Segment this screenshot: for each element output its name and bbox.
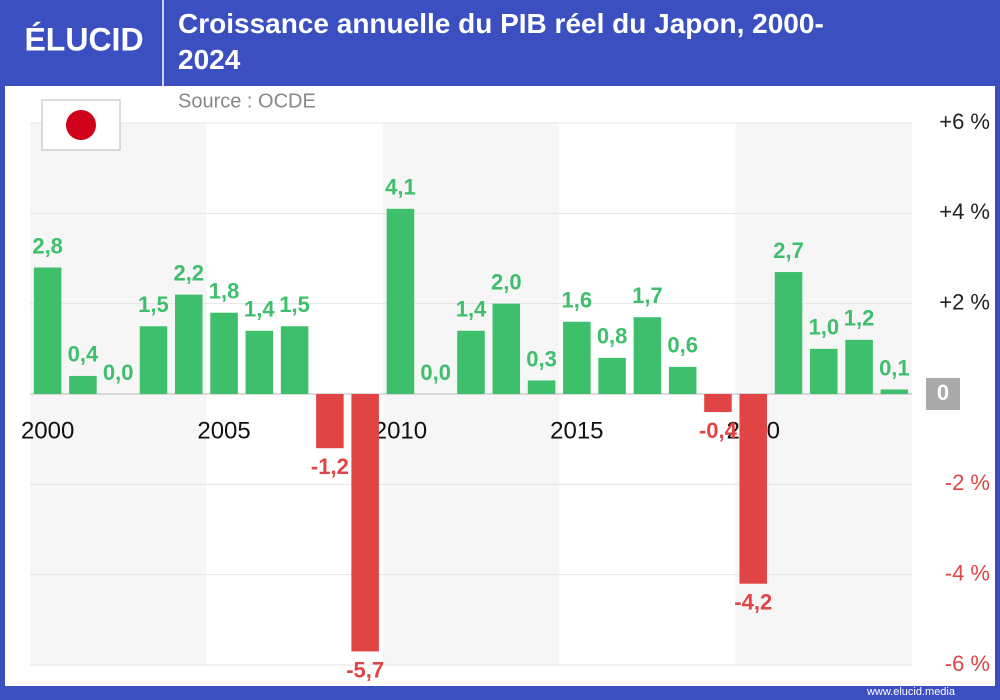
zero-box [926, 378, 960, 410]
header-band [0, 0, 1000, 86]
y-tick-label: 0 [937, 380, 949, 405]
x-tick-label: 2000 [21, 417, 74, 444]
value-label: 1,0 [809, 315, 840, 340]
y-tick-label: -2 % [945, 470, 990, 495]
logo: ÉLUCID [24, 21, 143, 57]
value-label: -0,4 [699, 418, 738, 443]
bar [69, 375, 97, 394]
bar [774, 272, 803, 394]
y-tick-label: -6 % [945, 651, 990, 676]
bar [139, 326, 168, 394]
value-label: -5,7 [346, 657, 384, 682]
x-tick-label: 2005 [197, 417, 250, 444]
bar [280, 326, 309, 394]
bar [810, 348, 838, 394]
x-tick-label: 2010 [374, 417, 427, 444]
value-label: 1,2 [844, 306, 875, 331]
y-tick-label: +2 % [939, 289, 990, 314]
value-label: 0,3 [526, 346, 557, 371]
value-label: -4,2 [734, 590, 772, 615]
bar [704, 394, 732, 413]
value-label: 1,4 [244, 297, 275, 322]
value-label: 0,6 [667, 333, 698, 358]
bar [457, 330, 485, 394]
value-label: 0,4 [68, 342, 99, 367]
value-label: 1,7 [632, 283, 663, 308]
value-label: 2,8 [32, 233, 63, 258]
value-label: 4,1 [385, 175, 416, 200]
frame [0, 0, 5, 700]
bar [33, 267, 62, 394]
chart-title: Croissance annuelle du PIB réel du Japon… [178, 8, 824, 75]
bar [598, 357, 626, 394]
bar [739, 394, 767, 584]
flag-sun [66, 110, 96, 140]
bar [668, 366, 697, 394]
bar [563, 321, 591, 394]
y-tick-label: -4 % [945, 560, 990, 585]
source: Source : OCDE [178, 90, 316, 112]
bar [633, 317, 662, 394]
bar [210, 312, 238, 394]
bar [845, 339, 873, 394]
bar [880, 389, 909, 394]
x-tick-label: 2015 [550, 417, 603, 444]
footer-band [0, 686, 1000, 700]
value-label: 1,6 [562, 288, 593, 313]
value-label: 0,1 [879, 355, 910, 380]
value-label: 1,5 [138, 292, 169, 317]
bar [245, 330, 274, 394]
y-tick-label: +6 % [939, 109, 990, 134]
bar [492, 303, 521, 394]
bar [386, 208, 415, 394]
footer-url: www.elucid.media [866, 686, 956, 698]
value-label: 0,0 [420, 360, 451, 385]
plot: +6 % +4 % +2 % 0 -2 % -4 % -6 % 2000 2005 2010 201… [21, 109, 990, 682]
value-label: 1,4 [456, 297, 487, 322]
value-label: 0,8 [597, 324, 628, 349]
value-label: 2,2 [173, 260, 204, 285]
value-label: 1,5 [279, 292, 310, 317]
bar [175, 294, 203, 394]
y-tick-label: +4 % [939, 199, 990, 224]
value-label: 2,0 [491, 269, 522, 294]
bar [316, 394, 344, 449]
value-label: 0,0 [103, 360, 134, 385]
bar [351, 394, 379, 652]
value-label: -1,2 [311, 454, 349, 479]
value-label: 2,7 [773, 238, 804, 263]
frame [995, 0, 1000, 700]
value-label: 1,8 [209, 279, 240, 304]
bar [527, 380, 556, 394]
